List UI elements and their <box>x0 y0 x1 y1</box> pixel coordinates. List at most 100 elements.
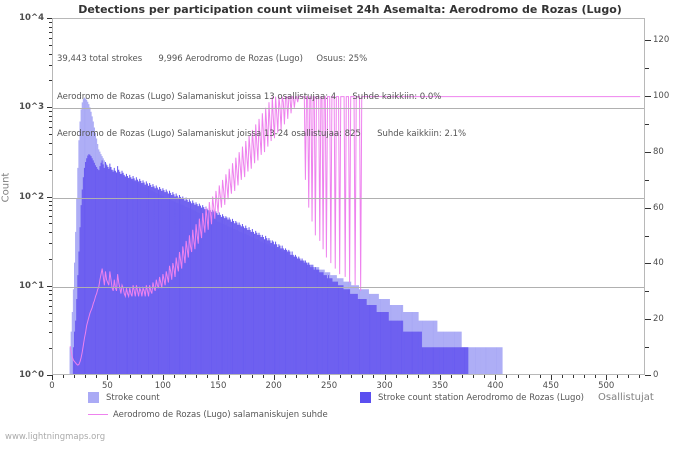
tick-mark <box>49 210 52 211</box>
tick-mark <box>606 375 607 380</box>
x-tick-label: 200 <box>265 381 282 391</box>
tick-mark <box>185 375 186 378</box>
legend: Stroke count Stroke count station Aerodr… <box>0 388 700 426</box>
y-tick-label-left: 10^1 <box>19 280 44 291</box>
x-tick-label: 50 <box>101 381 113 391</box>
x-tick-label: 100 <box>154 381 171 391</box>
legend-item-station-stroke-count: Stroke count station Aerodromo de Rozas … <box>360 392 584 404</box>
tick-mark <box>529 375 530 378</box>
tick-mark <box>506 375 507 378</box>
y-axis-label-left: Count <box>0 172 12 203</box>
tick-mark <box>49 290 52 291</box>
tick-mark <box>440 375 441 380</box>
tick-mark <box>645 40 651 41</box>
tick-mark <box>74 375 75 378</box>
legend-line-icon <box>88 414 108 415</box>
tick-mark <box>49 321 52 322</box>
gridline <box>53 198 644 199</box>
tick-mark <box>47 375 52 376</box>
tick-mark <box>495 375 496 380</box>
gridline <box>53 108 644 109</box>
y-tick-label-right: 120 <box>653 35 670 46</box>
tick-mark <box>49 134 52 135</box>
tick-mark <box>645 208 651 209</box>
tick-mark <box>49 38 52 39</box>
tick-mark <box>196 375 197 378</box>
y-tick-label-right: 40 <box>653 258 664 269</box>
tick-mark <box>274 375 275 380</box>
tick-mark <box>645 236 649 237</box>
y-tick-label-left: 10^3 <box>19 102 44 113</box>
y-tick-label-right: 0 <box>653 370 659 380</box>
bars-layer <box>69 97 643 374</box>
tick-mark <box>340 375 341 378</box>
tick-mark <box>551 375 552 380</box>
tick-mark <box>645 319 651 320</box>
tick-mark <box>645 124 649 125</box>
tick-mark <box>49 223 52 224</box>
tick-mark <box>645 96 651 97</box>
tick-mark <box>130 375 131 378</box>
tick-mark <box>49 306 52 307</box>
y-tick-label-right: 20 <box>653 314 664 325</box>
tick-mark <box>49 216 52 217</box>
plot-area <box>52 18 645 375</box>
y-tick-label-left: 10^2 <box>19 191 44 202</box>
tick-mark <box>49 143 52 144</box>
tick-mark <box>85 375 86 378</box>
tick-mark <box>47 197 52 198</box>
tick-mark <box>49 80 52 81</box>
tick-mark <box>484 375 485 378</box>
tick-mark <box>645 291 649 292</box>
tick-mark <box>540 375 541 378</box>
tick-mark <box>119 375 120 378</box>
tick-mark <box>285 375 286 378</box>
tick-mark <box>307 375 308 378</box>
tick-mark <box>584 375 585 378</box>
annotation-line-total: 39,443 total strokes 9,996 Aerodromo de … <box>57 54 368 64</box>
tick-mark <box>49 45 52 46</box>
tick-mark <box>174 375 175 378</box>
legend-swatch-icon <box>360 392 371 403</box>
tick-mark <box>141 375 142 378</box>
annotation-line-bucket-13-24: Aerodromo de Rozas (Lugo) Salamaniskut j… <box>57 129 467 139</box>
legend-label: Aerodromo de Rozas (Lugo) salamaniskujen… <box>113 410 328 420</box>
tick-mark <box>47 286 52 287</box>
tick-mark <box>49 201 52 202</box>
tick-mark <box>473 375 474 378</box>
tick-mark <box>49 22 52 23</box>
tick-mark <box>49 243 52 244</box>
bar-series <box>69 154 597 374</box>
y-tick-label-right: 100 <box>653 91 670 102</box>
tick-mark <box>451 375 452 378</box>
tick-mark <box>329 375 330 380</box>
tick-mark <box>49 121 52 122</box>
page-title: Detections per participation count viime… <box>78 3 622 16</box>
tick-mark <box>645 68 649 69</box>
tick-mark <box>407 375 408 378</box>
tick-mark <box>645 152 651 153</box>
tick-mark <box>107 375 108 380</box>
tick-mark <box>49 65 52 66</box>
tick-mark <box>163 375 164 380</box>
tick-mark <box>645 347 649 348</box>
tick-mark <box>49 313 52 314</box>
x-tick-label: 250 <box>320 381 338 391</box>
tick-mark <box>49 294 52 295</box>
tick-mark <box>645 180 649 181</box>
y-tick-label-left: 10^0 <box>19 370 44 380</box>
x-axis-label: Osallistujat <box>598 392 654 403</box>
tick-mark <box>429 375 430 378</box>
tick-mark <box>385 375 386 380</box>
x-tick-label: 150 <box>210 381 227 391</box>
legend-label: Stroke count <box>106 393 160 403</box>
tick-mark <box>96 375 97 378</box>
tick-mark <box>573 375 574 378</box>
tick-mark <box>252 375 253 378</box>
tick-mark <box>49 232 52 233</box>
tick-mark <box>373 375 374 378</box>
tick-mark <box>49 205 52 206</box>
tick-mark <box>47 107 52 108</box>
tick-mark <box>49 116 52 117</box>
